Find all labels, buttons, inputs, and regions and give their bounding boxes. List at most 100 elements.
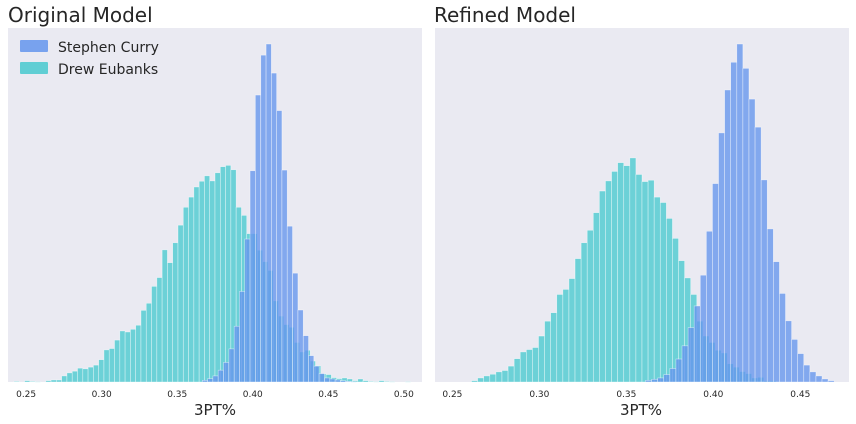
eubanks-bar [56, 379, 62, 383]
eubanks-bar [659, 202, 667, 383]
curry-bar [712, 183, 719, 383]
eubanks-bar [495, 371, 503, 383]
curry-bar [663, 374, 671, 383]
eubanks-bar [103, 349, 110, 383]
eubanks-bar [635, 174, 643, 383]
curry-bar [318, 373, 325, 383]
eubanks-bar [188, 196, 195, 383]
x-tick-label-original: 0.45 [318, 390, 338, 400]
curry-bar [797, 353, 805, 383]
eubanks-bar [383, 381, 390, 383]
curry-bar [779, 293, 786, 383]
x-tick-label-refined: 0.40 [703, 390, 723, 400]
eubanks-bar [568, 278, 576, 383]
eubanks-bar [641, 181, 649, 383]
eubanks-bar [599, 190, 606, 383]
curry-bar [276, 110, 283, 383]
eubanks-bar [34, 381, 41, 383]
curry-bar [249, 170, 256, 383]
eubanks-bar [368, 381, 374, 383]
curry-bar [207, 378, 214, 383]
eubanks-bar [617, 162, 625, 383]
eubanks-bar [526, 349, 533, 383]
eubanks-bar [151, 286, 158, 383]
eubanks-bar [177, 224, 184, 383]
eubanks-bar [198, 180, 205, 383]
eubanks-bar [214, 172, 221, 383]
curry-bar [233, 325, 240, 383]
legend-swatch-curry [20, 40, 48, 52]
curry-bar [223, 362, 230, 383]
eubanks-bar [373, 381, 380, 383]
legend: Stephen Curry Drew Eubanks [20, 40, 159, 78]
eubanks-bar [119, 330, 126, 383]
curry-bar [281, 169, 288, 383]
eubanks-bar [586, 229, 594, 383]
eubanks-bar [161, 249, 168, 383]
curry-bar [730, 61, 738, 383]
curry-bar [760, 179, 768, 383]
eubanks-bar [156, 277, 163, 383]
eubanks-bar [108, 348, 115, 383]
curry-bar [217, 369, 224, 383]
curry-bar [244, 238, 251, 383]
x-tick-label-refined: 0.30 [529, 390, 549, 400]
curry-bar [645, 380, 652, 383]
legend-swatch-eubanks [20, 62, 48, 74]
x-tick-label-original: 0.40 [243, 390, 263, 400]
eubanks-bar [623, 165, 631, 383]
eubanks-bar [167, 262, 174, 383]
eubanks-bar [82, 368, 89, 383]
curry-bar [255, 94, 261, 383]
curry-bar [675, 358, 683, 383]
original-model-panel: 0.25 0.30 0.35 0.40 0.45 0.50 Original Model … [8, 3, 422, 419]
curry-bar [718, 132, 725, 383]
eubanks-bar [629, 157, 637, 383]
curry-bar [748, 98, 756, 383]
x-tick-label-refined: 0.45 [790, 390, 810, 400]
eubanks-bar [61, 375, 68, 383]
eubanks-bar [93, 364, 99, 383]
eubanks-bar [145, 302, 152, 383]
eubanks-bar [580, 242, 588, 383]
eubanks-bar [489, 373, 497, 383]
curry-bar [827, 380, 835, 383]
curry-bar [693, 305, 701, 383]
eubanks-bar [193, 186, 200, 383]
curry-bar [334, 379, 341, 383]
curry-bar [699, 274, 707, 383]
curry-bars-refined [645, 43, 835, 383]
legend-label-eubanks: Drew Eubanks [58, 62, 158, 78]
x-tick-labels-refined: 0.25 0.30 0.35 0.40 0.45 [442, 390, 810, 400]
legend-label-curry: Stephen Curry [58, 40, 159, 56]
eubanks-bar [66, 372, 73, 383]
eubanks-bar [483, 375, 491, 383]
curry-bar [785, 320, 792, 383]
curry-bar [809, 371, 817, 383]
curry-bar [265, 43, 272, 383]
eubanks-bar [124, 331, 131, 383]
eubanks-bar [562, 289, 570, 383]
x-axis-label-refined: 3PT% [620, 401, 662, 419]
curry-bar [724, 89, 732, 383]
curry-bar [308, 355, 315, 383]
curry-bar [815, 375, 823, 383]
curry-bar [791, 339, 798, 383]
curry-bar [260, 54, 267, 383]
eubanks-bar [219, 166, 226, 383]
eubanks-bar [378, 380, 385, 383]
curry-bar [302, 335, 309, 383]
curry-bar [297, 309, 304, 383]
eubanks-bar [45, 380, 52, 383]
curry-bar [324, 377, 331, 383]
curry-bar [202, 380, 208, 383]
eubanks-bar [140, 310, 147, 383]
eubanks-bar [172, 242, 179, 383]
curry-bar [345, 381, 352, 383]
eubanks-bar [209, 180, 216, 383]
eubanks-bar [389, 381, 396, 383]
curry-bar [803, 364, 811, 383]
eubanks-bar [71, 370, 78, 383]
eubanks-bar [87, 366, 94, 383]
